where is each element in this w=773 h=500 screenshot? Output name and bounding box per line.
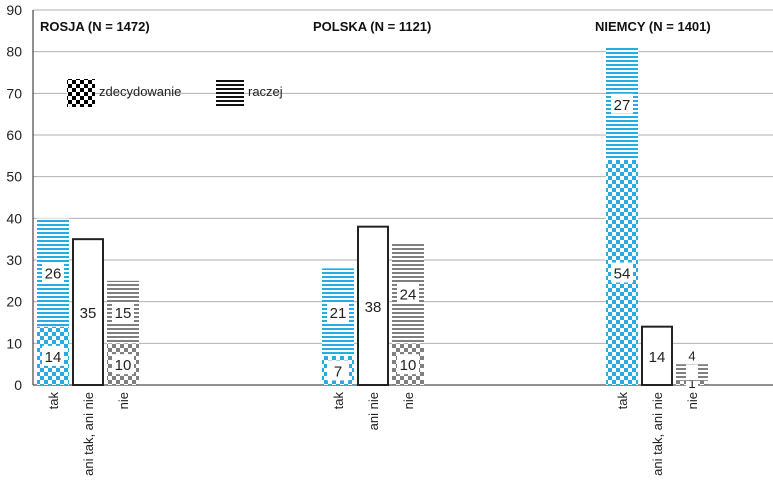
data-label-box (112, 302, 134, 323)
category-label: tak (615, 392, 630, 410)
group-title: ROSJA (N = 1472) (40, 19, 150, 34)
data-label-box (686, 364, 698, 379)
category-label: tak (46, 392, 61, 410)
data-label: 38 (365, 299, 382, 316)
y-axis: 0 10 20 30 40 50 60 70 80 90 (6, 2, 34, 393)
data-label: 14 (649, 349, 666, 366)
grid-layer (33, 9, 773, 386)
y-tick-label: 30 (6, 252, 22, 268)
y-tick-label: 50 (6, 169, 22, 185)
data-label-box (327, 360, 349, 381)
data-label: 26 (45, 266, 62, 283)
data-label-box (611, 93, 633, 114)
category-label: tak (331, 392, 346, 410)
data-label: 10 (400, 357, 417, 374)
bar-neutral (357, 225, 389, 386)
data-label-box (397, 354, 419, 375)
data-label: 54 (614, 266, 631, 283)
bar-neutral (72, 238, 104, 386)
data-label-box (397, 283, 419, 304)
data-label: 7 (334, 363, 342, 380)
data-label: 1 (688, 376, 695, 391)
category-label: nie (685, 392, 700, 409)
category-label: nie (401, 392, 416, 409)
y-tick-label: 20 (6, 294, 22, 310)
data-label-box (42, 345, 64, 366)
group-title: NIEMCY (N = 1401) (595, 19, 711, 34)
data-label: 14 (45, 349, 62, 366)
legend-label-zdecydowanie: zdecydowanie (99, 84, 181, 99)
y-tick-label: 10 (6, 335, 22, 351)
category-label: ani tak, ani nie (650, 392, 665, 476)
data-label: 4 (688, 349, 695, 364)
legend-swatch-zdecydowanie (67, 79, 95, 107)
data-label: 35 (80, 305, 97, 322)
legend-label-raczej: raczej (248, 84, 283, 99)
y-tick-label: 90 (6, 2, 22, 18)
legend: zdecydowanie raczej (67, 79, 283, 107)
y-tick-label: 80 (6, 44, 22, 60)
data-label: 10 (115, 357, 132, 374)
data-label: 24 (400, 286, 417, 303)
category-labels: tak ani tak, ani nie nie tak ani nie nie tak an… (46, 392, 700, 476)
data-label: 27 (614, 97, 631, 114)
data-label-box (327, 302, 349, 323)
category-label: nie (116, 392, 131, 409)
data-label: 21 (330, 305, 347, 322)
legend-swatch-raczej (216, 79, 244, 107)
category-label: ani tak, ani nie (81, 392, 96, 476)
data-label-box (611, 262, 633, 283)
data-label-box (112, 354, 134, 375)
y-tick-label: 70 (6, 85, 22, 101)
y-tick-label: 60 (6, 127, 22, 143)
data-label: 15 (115, 305, 132, 322)
y-tick-label: 40 (6, 210, 22, 226)
group-title: POLSKA (N = 1121) (313, 19, 431, 34)
group-titles: ROSJA (N = 1472) POLSKA (N = 1121) NIEMCY … (40, 19, 711, 34)
y-tick-label: 0 (14, 377, 22, 393)
bar-neutral (641, 325, 673, 386)
category-label: ani nie (366, 392, 381, 430)
data-label-box (42, 262, 64, 283)
